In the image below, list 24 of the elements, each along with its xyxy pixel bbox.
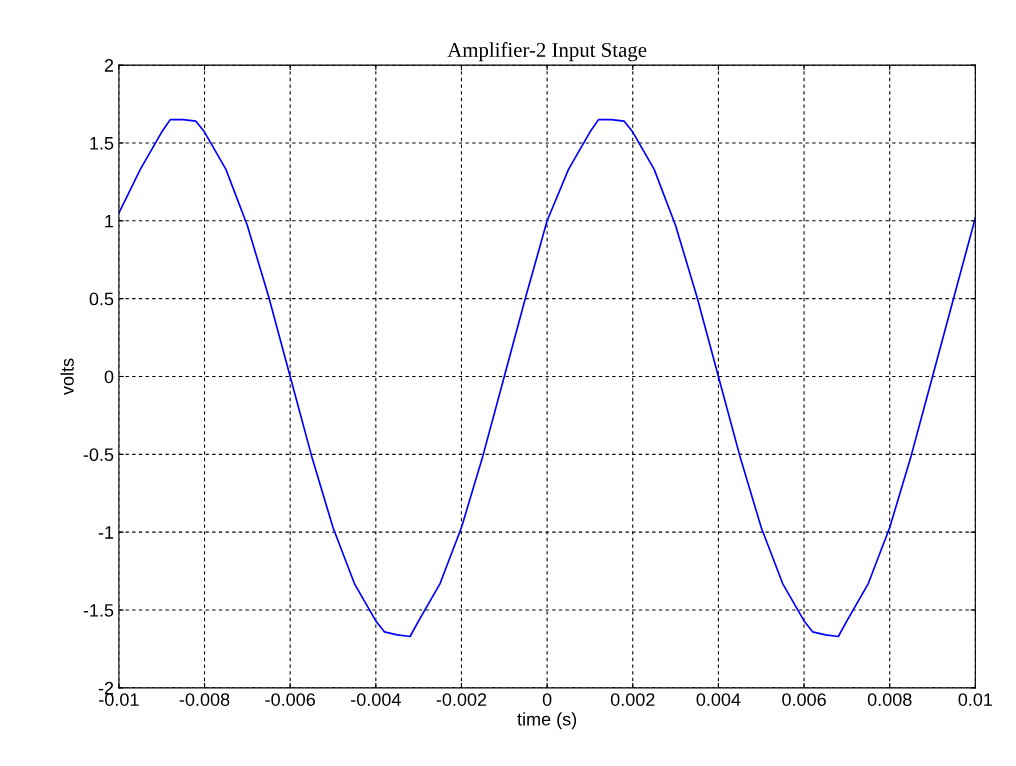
y-tick-label: -2 xyxy=(98,681,114,695)
x-tick-label: 0.006 xyxy=(782,693,826,706)
y-tick-label: 1.5 xyxy=(90,137,114,150)
chart-title: Amplifier-2 Input Stage xyxy=(447,42,647,62)
y-tick-label: 1 xyxy=(105,214,114,228)
x-axis-title: time (s) xyxy=(517,712,577,730)
y-tick-label: 0.5 xyxy=(89,292,114,306)
x-tick-label: 0.004 xyxy=(696,693,741,706)
line-series xyxy=(118,118,976,638)
x-tick-label: 0 xyxy=(542,693,552,706)
y-tick-label: -1 xyxy=(98,526,114,539)
x-tick-label: 0.01 xyxy=(958,693,993,706)
x-tick-label: 0.002 xyxy=(610,693,655,706)
y-tick-label: 2 xyxy=(104,59,114,72)
y-tick-label: 0 xyxy=(104,370,114,384)
x-tick-label: 0.008 xyxy=(867,693,912,706)
x-tick-label: -0.002 xyxy=(436,693,487,706)
y-axis-title: volts xyxy=(60,358,74,395)
y-tick-label: -0.5 xyxy=(83,448,114,462)
x-tick-label: -0.006 xyxy=(265,693,315,706)
x-tick-label: -0.01 xyxy=(99,693,139,706)
x-tick-label: -0.008 xyxy=(179,693,230,706)
x-tick-label: -0.004 xyxy=(351,693,401,706)
y-tick-label: -1.5 xyxy=(83,604,114,617)
